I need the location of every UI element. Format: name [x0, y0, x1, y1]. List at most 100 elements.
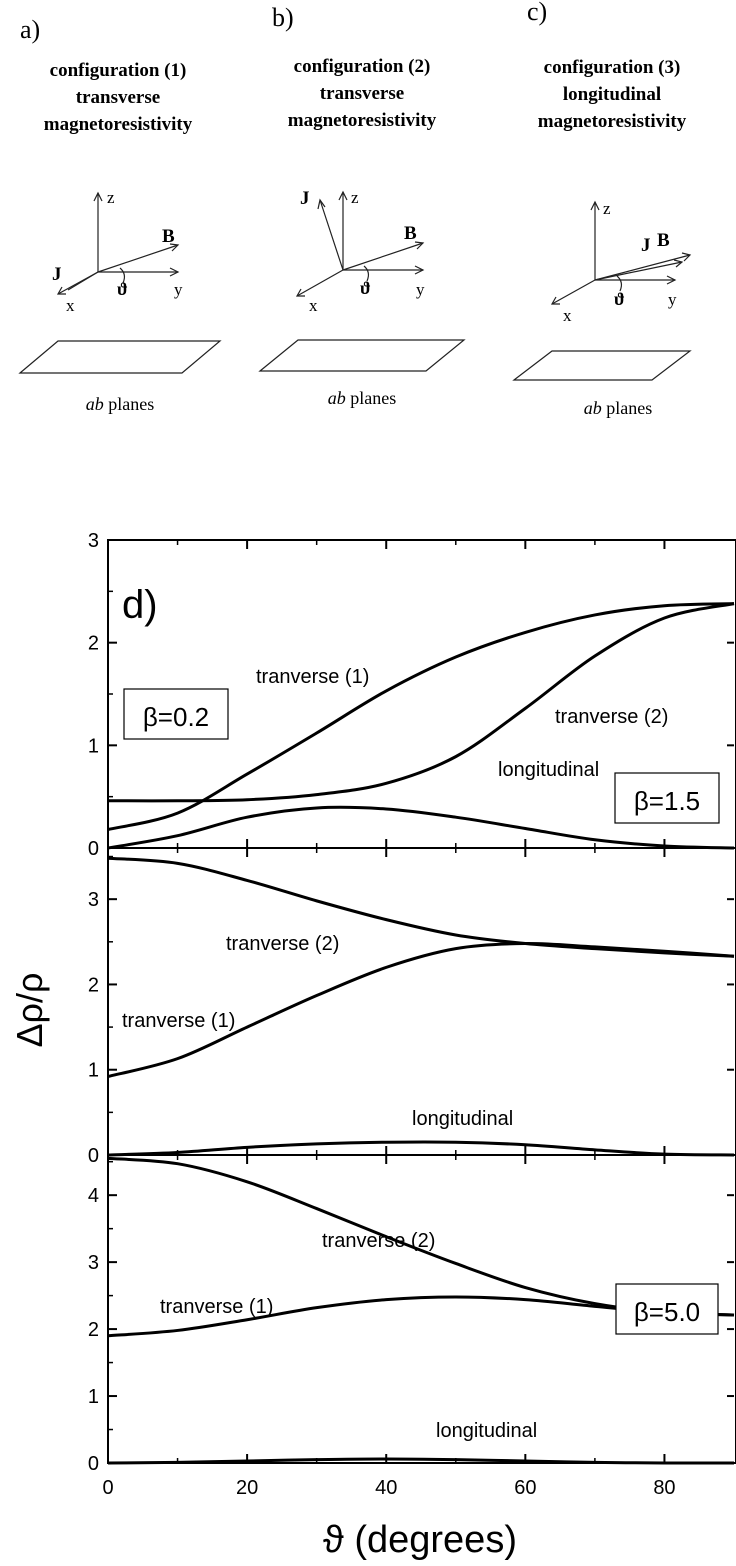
- y-tick-label: 0: [88, 1453, 99, 1475]
- config-c-z-arrowhead: [590, 200, 600, 211]
- config-c-title: configuration (3): [544, 57, 681, 78]
- config-a-b-arrowhead: [169, 243, 180, 252]
- config-c-z-label: z: [603, 199, 611, 218]
- y-tick-label: 1: [88, 1386, 99, 1408]
- config-c-b-vector: [594, 254, 691, 281]
- config-a-z-label: z: [107, 188, 115, 207]
- series-line-tranverse-1: [107, 942, 735, 1078]
- beta-box: [614, 772, 720, 824]
- x-tick-label: 20: [236, 1477, 258, 1499]
- series-label: tranverse (1): [256, 666, 369, 688]
- beta-box: [123, 688, 229, 740]
- config-a-z-arrowhead: [93, 191, 103, 202]
- y-tick-label: 3: [88, 889, 99, 911]
- config-b-j-label: J: [300, 188, 310, 209]
- x-tick-label: 0: [102, 1477, 113, 1499]
- config-c-y-label: y: [668, 290, 677, 309]
- series-label: longitudinal: [436, 1420, 537, 1442]
- config-b-b-vector: [342, 242, 424, 271]
- config-c-b-arrowhead: [681, 252, 692, 262]
- series-label: tranverse (1): [160, 1296, 273, 1318]
- config-b-letter: b): [272, 3, 294, 32]
- config-a-y-arrowhead: [169, 267, 180, 277]
- config-b-y-label: y: [416, 280, 425, 299]
- y-tick-label: 3: [88, 530, 99, 552]
- series-line-longitudinal: [107, 805, 735, 850]
- series-line-tranverse-1: [107, 602, 735, 831]
- config-c: c) configuration (3) longitudinal magnet…: [512, 0, 692, 418]
- config-b-x-arrowhead: [295, 288, 305, 297]
- config-c-x-arrowhead: [550, 296, 560, 305]
- x-axis-title: ϑ (degrees): [323, 1519, 517, 1561]
- config-b-b-label: B: [404, 223, 417, 244]
- series-label: tranverse (2): [226, 933, 339, 955]
- config-c-b-label: B: [657, 230, 670, 251]
- config-b-z-label: z: [351, 188, 359, 207]
- config-c-angle-label: ϑ: [614, 289, 625, 309]
- config-a-j-label: J: [52, 264, 62, 285]
- config-a-quantity: magnetoresistivity: [44, 114, 193, 135]
- series-label: longitudinal: [412, 1108, 513, 1130]
- series-label: tranverse (1): [122, 1010, 235, 1032]
- config-a-x-label: x: [66, 296, 75, 315]
- y-axis-title: Δρ/ρ: [9, 972, 50, 1047]
- beta-label: β=0.2: [143, 702, 209, 732]
- magnetoresistance-chart: 0 1 2 3 tranverse (1) tranverse (2) longitudin…: [9, 530, 736, 1561]
- config-b-quantity: magnetoresistivity: [288, 110, 437, 131]
- config-b-ab-plane: [258, 339, 466, 372]
- config-b-j-arrowhead: [317, 198, 326, 210]
- config-a-x-arrowhead: [56, 286, 66, 295]
- configuration-diagrams: a) configuration (1) transverse magnetor…: [18, 0, 692, 418]
- panel-label: d): [122, 583, 158, 627]
- config-c-letter: c): [527, 0, 547, 26]
- config-c-x-label: x: [563, 306, 572, 325]
- panel-frame: [107, 1154, 736, 1464]
- x-tick-label: 80: [653, 1477, 675, 1499]
- config-b-b-arrowhead: [414, 241, 425, 250]
- series-label: longitudinal: [498, 759, 599, 781]
- config-a-angle-label: ϑ: [117, 279, 128, 299]
- y-tick-label: 2: [88, 633, 99, 655]
- chart-panel-1: 0 1 2 3 tranverse (1) tranverse (2) longitudin…: [88, 530, 736, 860]
- beta-label: β=5.0: [634, 1297, 700, 1327]
- series-line-tranverse-2: [107, 856, 735, 958]
- y-tick-label: 2: [88, 974, 99, 996]
- config-c-planes-label: ab planes: [584, 398, 652, 418]
- beta-box: [615, 1283, 719, 1335]
- config-b-planes-label: ab planes: [328, 388, 396, 408]
- series-line-longitudinal: [107, 1140, 735, 1157]
- series-label: tranverse (2): [555, 706, 668, 728]
- config-a-title: configuration (1): [50, 60, 187, 81]
- y-tick-label: 4: [88, 1185, 99, 1207]
- config-a-type: transverse: [76, 87, 160, 108]
- series-label: tranverse (2): [322, 1230, 435, 1252]
- config-a-ab-plane: [18, 340, 222, 374]
- x-tick-label: 60: [514, 1477, 536, 1499]
- config-b-angle-label: ϑ: [360, 278, 371, 298]
- chart-panel-3: 0 1 2 3 4 tranverse (2) tranverse (1) longitudi…: [88, 1154, 736, 1475]
- config-a-b-label: B: [162, 226, 175, 247]
- config-a-planes-label: ab planes: [86, 394, 154, 414]
- chart-panel-2: 0 1 2 3 tranverse (2) tranverse (1) longitudin…: [88, 772, 736, 1167]
- config-c-j-vector: [594, 261, 683, 281]
- beta-label: β=1.5: [634, 786, 700, 816]
- config-a-b-vector: [97, 244, 179, 273]
- config-b: b) configuration (2) transverse magnetor…: [258, 3, 466, 408]
- config-a-angle-arc: [119, 267, 126, 284]
- config-b-z-arrowhead: [338, 190, 348, 201]
- config-c-j-label: J: [641, 235, 651, 256]
- config-c-ab-plane: [512, 350, 692, 381]
- series-line-longitudinal: [107, 1457, 735, 1465]
- config-c-type: longitudinal: [563, 84, 661, 105]
- config-a-letter: a): [20, 15, 40, 44]
- config-b-y-arrowhead: [414, 265, 425, 275]
- config-b-x-label: x: [309, 296, 318, 315]
- config-a-j-vector: [67, 271, 99, 291]
- config-b-j-vector: [319, 199, 344, 271]
- config-c-j-arrowhead: [673, 259, 684, 268]
- config-a-y-label: y: [174, 280, 183, 299]
- config-b-type: transverse: [320, 83, 404, 104]
- config-b-title: configuration (2): [294, 56, 431, 77]
- y-tick-label: 0: [88, 1145, 99, 1167]
